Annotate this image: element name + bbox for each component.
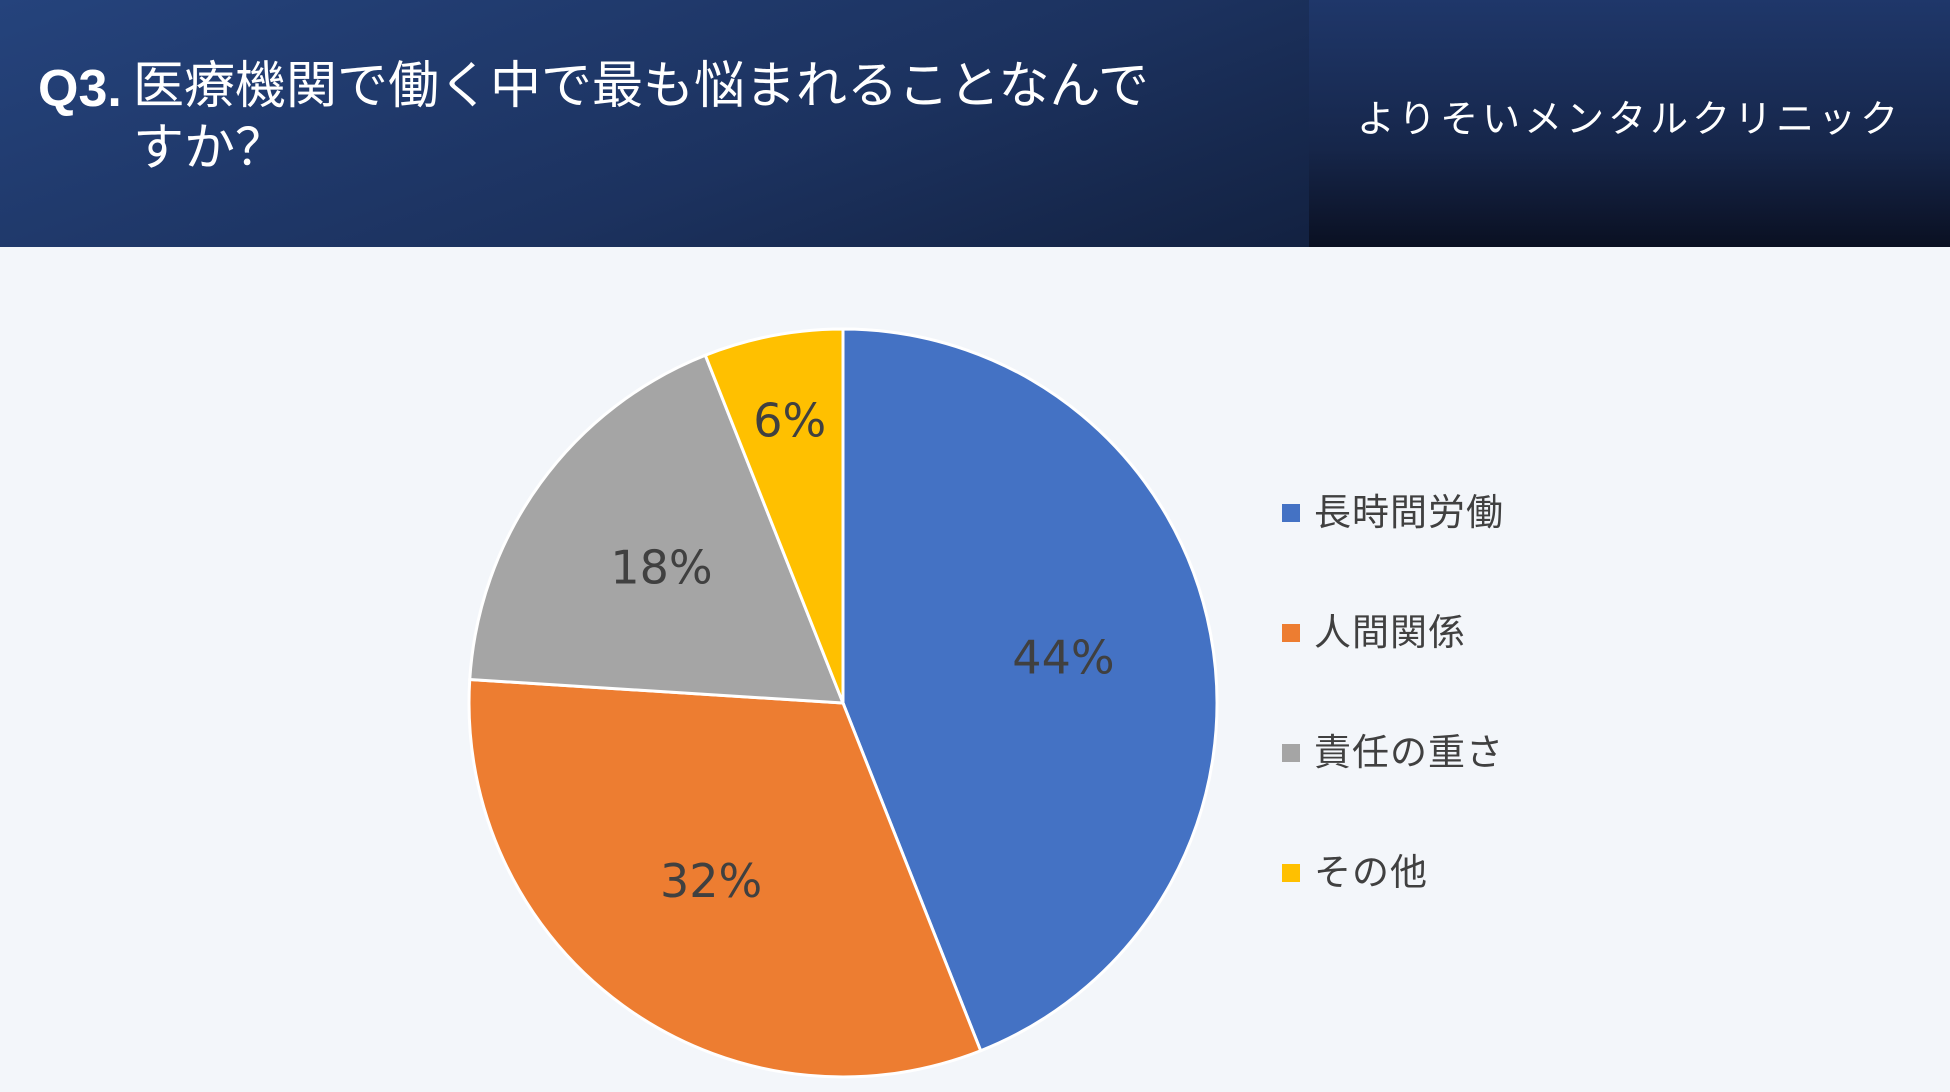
legend-swatch bbox=[1282, 624, 1300, 642]
legend-label: その他 bbox=[1314, 851, 1428, 894]
legend-swatch bbox=[1282, 864, 1300, 882]
header-brand-panel bbox=[1309, 0, 1950, 247]
slice-relationships bbox=[467, 677, 983, 1079]
legend-label: 人間関係 bbox=[1314, 611, 1466, 654]
slice-other bbox=[703, 327, 845, 704]
data-label: 44% bbox=[1012, 630, 1114, 684]
legend-label: 責任の重さ bbox=[1314, 731, 1504, 774]
slice-long-hours bbox=[841, 327, 1219, 1053]
legend-label: 長時間労働 bbox=[1314, 491, 1504, 534]
question-number: Q3. bbox=[38, 60, 122, 118]
data-label: 18% bbox=[610, 541, 712, 595]
clinic-name: よりそいメンタルクリニック bbox=[1356, 97, 1903, 141]
legend-swatch bbox=[1282, 744, 1300, 762]
data-label: 32% bbox=[660, 854, 762, 908]
question-title: 医療機関で働く中で最も悩まれることなんですか？ bbox=[133, 57, 1149, 178]
legend-swatch bbox=[1282, 504, 1300, 522]
pie-chart: 44% 32% 18% 6% bbox=[467, 327, 1219, 1079]
data-label: 6% bbox=[753, 393, 826, 447]
slice-responsibility bbox=[468, 353, 846, 705]
